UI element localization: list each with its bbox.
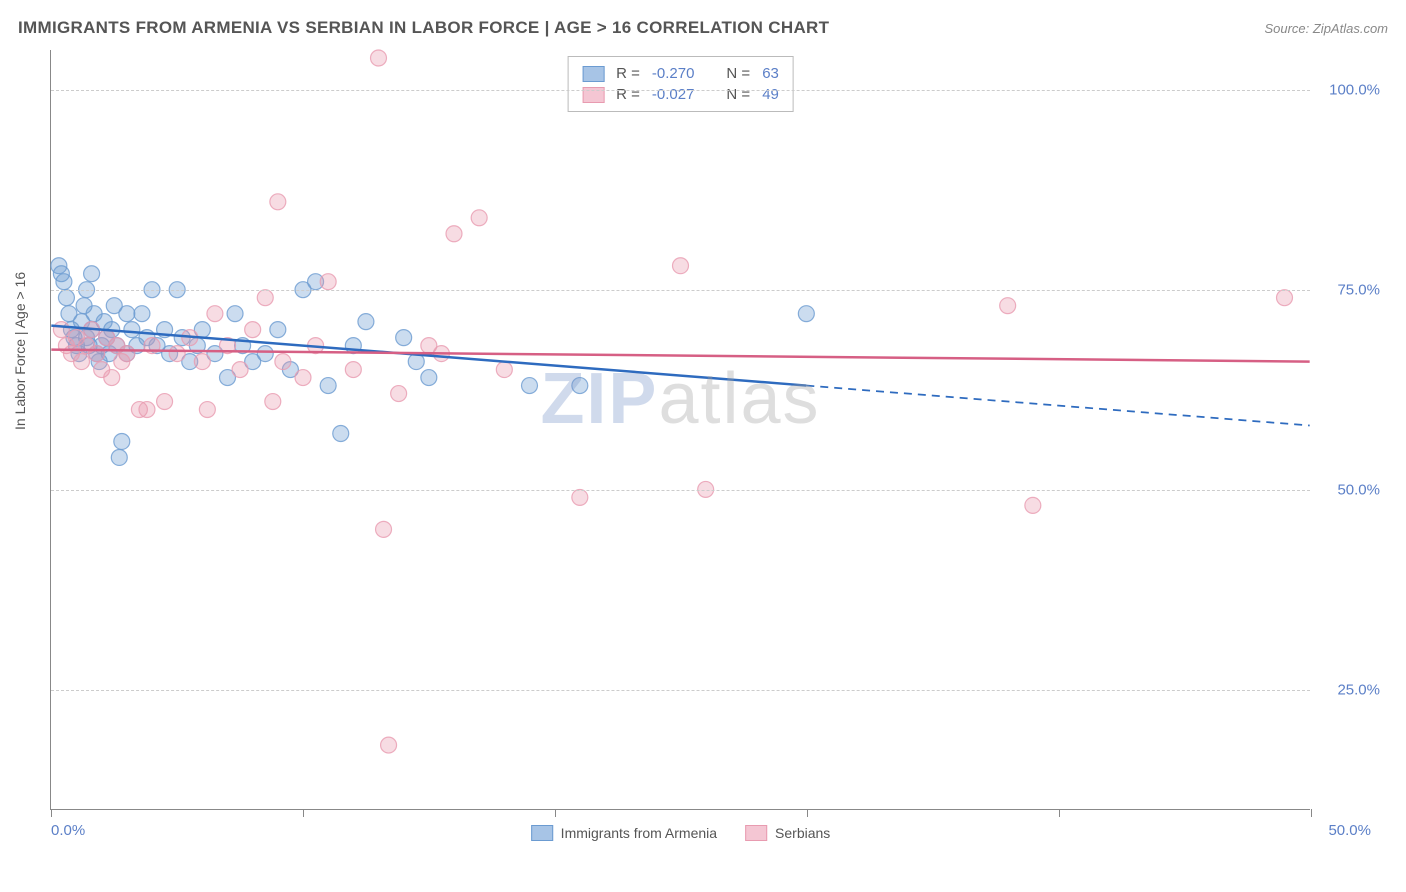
data-point [396,330,412,346]
x-tick [1059,809,1060,817]
chart-header: IMMIGRANTS FROM ARMENIA VS SERBIAN IN LA… [18,18,1388,38]
x-tick-label: 0.0% [51,822,85,839]
y-tick-label: 75.0% [1320,282,1380,299]
data-point [265,394,281,410]
data-point [522,378,538,394]
gridline-h [51,90,1310,91]
scatter-svg [51,50,1310,809]
swatch-armenia [582,66,604,82]
correlation-legend-box: R = -0.270 N = 63 R = -0.027 N = 49 [567,56,794,112]
data-point [134,306,150,322]
data-point [111,449,127,465]
data-point [391,386,407,402]
data-point [673,258,689,274]
data-point [84,266,100,282]
legend-bottom: Immigrants from Armenia Serbians [531,825,831,841]
n-value-armenia: 63 [762,65,779,82]
data-point [358,314,374,330]
data-point [1277,290,1293,306]
data-point [58,290,74,306]
r-label: R = [616,86,640,103]
data-point [270,194,286,210]
data-point [572,489,588,505]
gridline-h [51,490,1310,491]
data-point [333,426,349,442]
legend-label-armenia: Immigrants from Armenia [561,825,717,841]
data-point [169,346,185,362]
n-label: N = [726,65,750,82]
data-point [232,362,248,378]
data-point [270,322,286,338]
data-point [1000,298,1016,314]
correlation-row-serbians: R = -0.027 N = 49 [582,84,779,105]
data-point [227,306,243,322]
data-point [572,378,588,394]
data-point [89,346,105,362]
legend-swatch-armenia [531,825,553,841]
data-point [74,354,90,370]
data-point [119,306,135,322]
chart-title: IMMIGRANTS FROM ARMENIA VS SERBIAN IN LA… [18,18,829,38]
data-point [119,346,135,362]
data-point [245,322,261,338]
y-axis-label: In Labor Force | Age > 16 [12,272,28,430]
x-tick-label: 50.0% [1328,822,1371,839]
data-point [194,354,210,370]
y-tick-label: 50.0% [1320,482,1380,499]
legend-item-serbians: Serbians [745,825,830,841]
data-point [376,521,392,537]
data-point [275,354,291,370]
trend-line [51,350,1309,362]
correlation-row-armenia: R = -0.270 N = 63 [582,63,779,84]
gridline-h [51,290,1310,291]
n-label: N = [726,86,750,103]
r-label: R = [616,65,640,82]
legend-item-armenia: Immigrants from Armenia [531,825,717,841]
data-point [1025,497,1041,513]
chart-source: Source: ZipAtlas.com [1264,21,1388,36]
n-value-serbians: 49 [762,86,779,103]
data-point [124,322,140,338]
data-point [471,210,487,226]
legend-label-serbians: Serbians [775,825,830,841]
r-value-armenia: -0.270 [652,65,695,82]
data-point [371,50,387,66]
data-point [114,433,130,449]
x-tick [51,809,52,817]
y-tick-label: 25.0% [1320,682,1380,699]
data-point [257,346,273,362]
r-value-serbians: -0.027 [652,86,695,103]
data-point [798,306,814,322]
chart-plot-area: ZIPatlas R = -0.270 N = 63 R = -0.027 N … [50,50,1310,810]
y-tick-label: 100.0% [1320,82,1380,99]
data-point [446,226,462,242]
data-point [320,378,336,394]
data-point [53,266,69,282]
data-point [207,306,223,322]
trend-line-dashed [806,386,1309,426]
data-point [199,402,215,418]
gridline-h [51,690,1310,691]
data-point [295,370,311,386]
data-point [496,362,512,378]
data-point [53,322,69,338]
x-tick [807,809,808,817]
swatch-serbians [582,87,604,103]
x-tick [1311,809,1312,817]
x-tick [555,809,556,817]
legend-swatch-serbians [745,825,767,841]
data-point [139,402,155,418]
data-point [104,370,120,386]
data-point [257,290,273,306]
data-point [157,394,173,410]
data-point [381,737,397,753]
data-point [421,370,437,386]
data-point [320,274,336,290]
data-point [345,362,361,378]
x-tick [303,809,304,817]
